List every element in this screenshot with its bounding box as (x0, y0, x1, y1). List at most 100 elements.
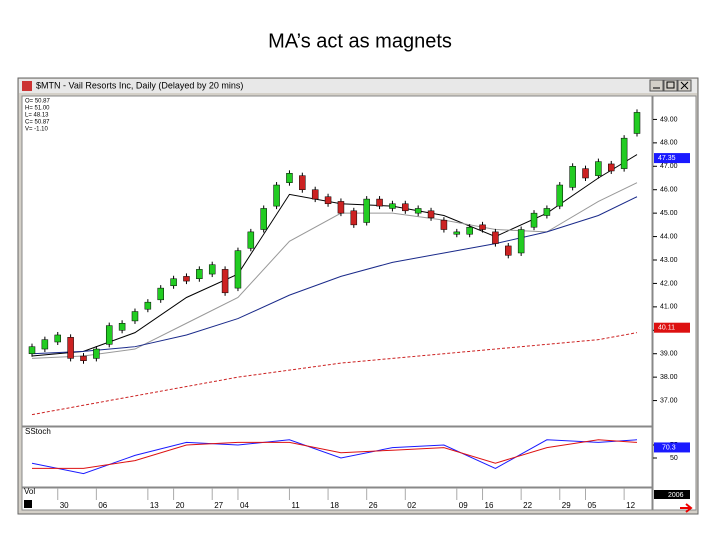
year-badge (654, 490, 690, 499)
candle-body (41, 339, 49, 350)
candle-body (466, 226, 473, 235)
y-tick-label: 48.00 (660, 140, 678, 147)
x-tick-label: 18 (330, 501, 339, 510)
y-tick-label: 43.00 (660, 257, 678, 264)
candle-body (376, 198, 383, 207)
x-tick-label: 22 (523, 501, 532, 510)
x-tick-label: 04 (240, 501, 249, 510)
candle-body (633, 112, 641, 134)
y-tick-label: 38.00 (660, 374, 678, 381)
maximize-icon (666, 81, 675, 89)
slide-title: MA’s act as magnets (268, 30, 452, 52)
y-tick-label: 42.00 (660, 280, 678, 287)
candle-body (569, 166, 576, 188)
price-badge (654, 322, 690, 333)
candle-body (427, 210, 435, 219)
x-tick-label: 20 (176, 501, 185, 510)
x-tick-label: 26 (369, 501, 378, 510)
candle-body (131, 311, 139, 322)
x-tick-label: 06 (98, 501, 107, 510)
y-axis-panel (652, 95, 697, 511)
candle-body (608, 163, 615, 172)
candle-body (208, 264, 216, 275)
x-tick-label: 29 (562, 501, 571, 510)
candle-body (479, 224, 486, 230)
candle-body (556, 184, 564, 207)
y-tick-label: 39.00 (660, 351, 678, 358)
candle-body (517, 229, 525, 254)
candle-body (93, 348, 100, 359)
legend-line: H= 51.00 (25, 106, 50, 112)
scroll-marker[interactable] (24, 500, 32, 508)
candle-body (260, 208, 267, 230)
x-tick-label: 16 (485, 501, 494, 510)
legend-line: O= 50.87 (25, 99, 51, 105)
scroll-arrow[interactable] (680, 503, 693, 513)
minimize-button[interactable] (649, 79, 664, 92)
candle-body (453, 231, 461, 235)
candle-body (620, 137, 628, 169)
x-tick-label: 09 (459, 501, 468, 510)
candle-body (286, 173, 293, 183)
volume-label: Vol (24, 487, 35, 496)
candle-body (196, 269, 203, 279)
candle-body (337, 201, 345, 214)
candle-body (118, 323, 126, 331)
window-icon (22, 81, 32, 91)
candle-body (299, 175, 306, 190)
candle-body (350, 210, 358, 226)
price-badge (654, 153, 690, 164)
y-tick-label: 46.00 (660, 187, 678, 194)
moving-average (31, 332, 638, 416)
candle-body (80, 355, 87, 361)
candle-body (530, 212, 538, 228)
legend-line: C= 50.87 (25, 120, 50, 126)
candle-body (414, 208, 422, 214)
candle-body (492, 231, 499, 244)
candle-body (595, 161, 602, 176)
y-tick-label: 49.00 (660, 116, 678, 123)
stoch-badge-label: 70.3 (662, 444, 676, 451)
y-tick-label: 37.00 (660, 397, 678, 404)
window-title: $MTN - Vail Resorts Inc, Daily (Delayed … (36, 80, 243, 90)
candle-body (157, 287, 164, 301)
candle-body (273, 184, 280, 207)
candle-body (311, 189, 319, 200)
x-tick-label: 02 (407, 501, 416, 510)
stoch-label: SStoch (25, 427, 51, 436)
stoch-y-tick-label: 50 (670, 455, 678, 462)
window-controls[interactable] (649, 79, 692, 92)
year-badge-label: 2006 (668, 492, 684, 499)
legend-line: L= 48.13 (25, 113, 49, 119)
candle-body (67, 337, 74, 359)
close-icon (680, 81, 689, 90)
legend-line: V= -1.10 (25, 127, 49, 133)
moving-average (31, 196, 638, 355)
y-tick-label: 44.00 (660, 233, 678, 240)
candle-body (324, 196, 332, 205)
candle-body (389, 203, 396, 209)
candle-body (363, 198, 370, 223)
candle-body (543, 208, 551, 216)
x-tick-label: 05 (588, 501, 597, 510)
x-tick-label: 11 (291, 501, 300, 510)
stoch-badge (654, 442, 690, 453)
stoch-line (31, 439, 638, 475)
price-panel (21, 95, 653, 427)
candle-body (505, 245, 512, 256)
candle-body (183, 276, 190, 282)
candle-body (247, 231, 255, 249)
x-tick-label: 12 (626, 501, 635, 510)
title-bar (19, 79, 697, 93)
x-tick-label: 30 (60, 501, 69, 510)
x-tick-label: 13 (150, 501, 159, 510)
candle-body (440, 219, 448, 230)
candle-body (221, 269, 229, 294)
candle-body (582, 168, 589, 179)
y-tick-label: 45.00 (660, 210, 678, 217)
candle-body (234, 250, 242, 289)
y-tick-label: 41.00 (660, 304, 678, 311)
candle-body (54, 334, 61, 343)
maximize-button[interactable] (663, 79, 678, 92)
